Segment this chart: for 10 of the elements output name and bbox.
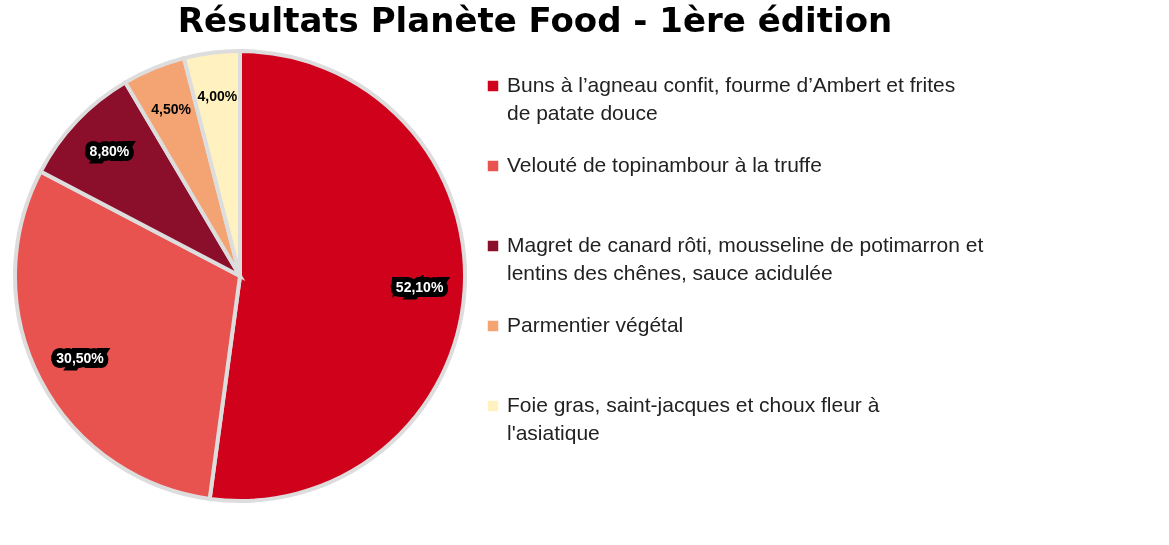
data-label: 8,80%: [89, 143, 130, 160]
legend-label: Magret de canard rôti, mousseline de potimarron et lentins des chênes, sauce acidulée: [507, 233, 984, 284]
legend-label: Velouté de topinambour à la truffe: [507, 153, 822, 176]
legend-label: Buns à l’agneau confit, fourme d’Ambert et frites de patate douce: [507, 73, 956, 124]
chart-title: Résultats Planète Food - 1ère édition: [177, 0, 893, 40]
legend-label: Parmentier végétal: [507, 313, 684, 336]
data-label: 4,50%: [151, 100, 192, 117]
legend-label: Foie gras, saint-jacques et choux fleur à l'asiatique: [507, 393, 880, 444]
data-label: 52,10%: [395, 279, 444, 296]
data-label: 4,00%: [197, 88, 238, 105]
